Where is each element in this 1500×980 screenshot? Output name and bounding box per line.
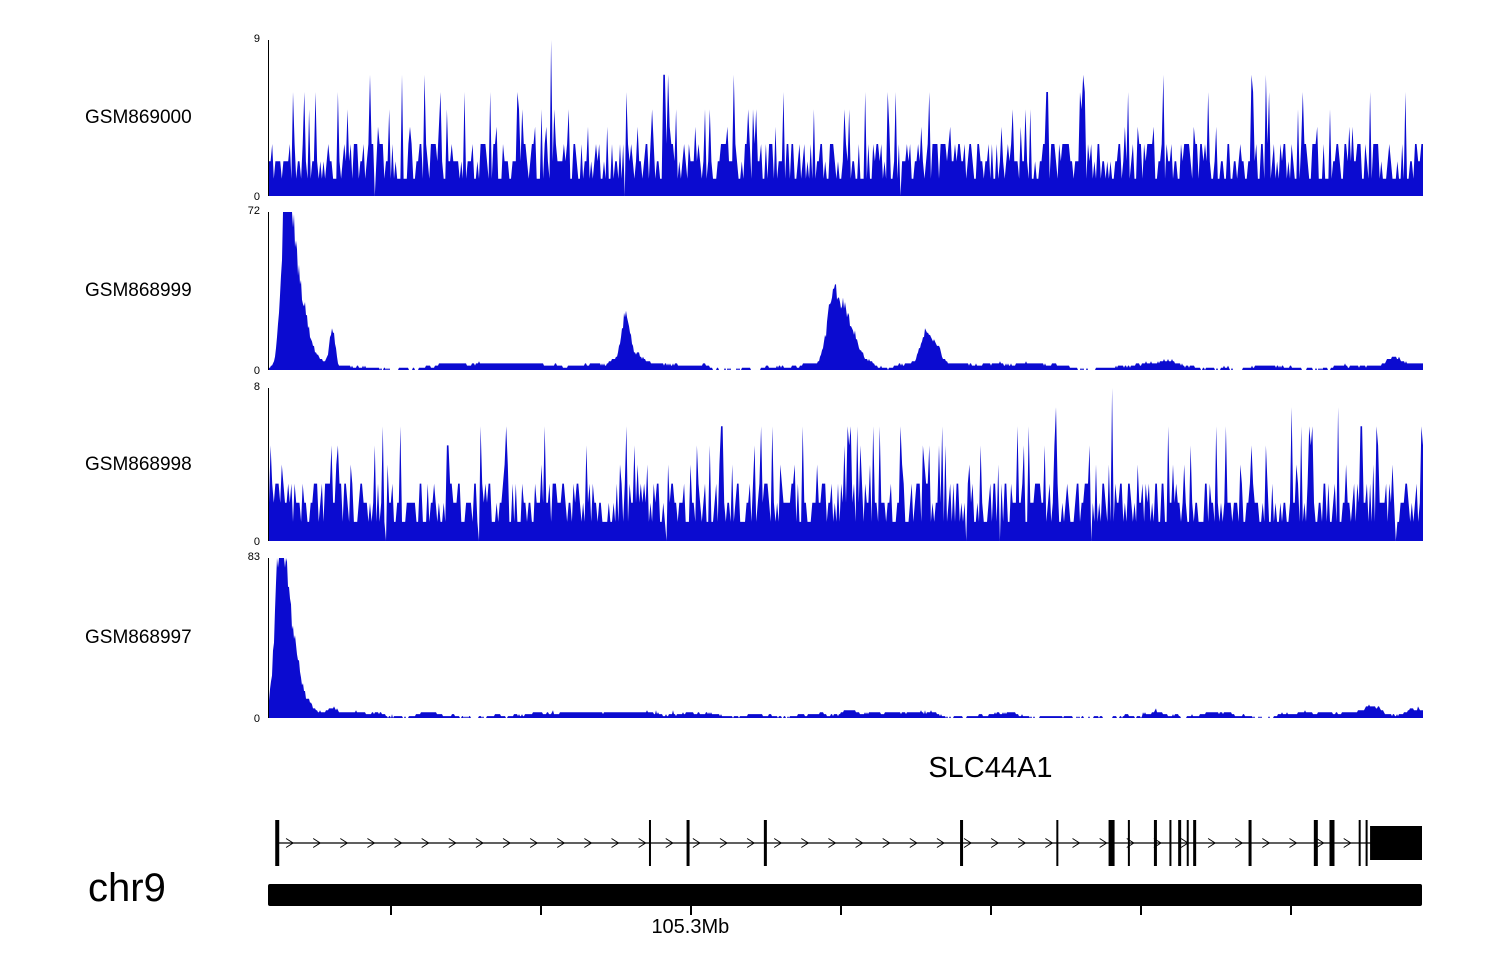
track-label: GSM869000 [85, 107, 192, 128]
signal-plot [268, 388, 1423, 541]
track-label: GSM868999 [85, 280, 192, 301]
y-min-label: 0 [253, 365, 260, 377]
y-min-label: 0 [253, 536, 260, 548]
coordinate-tick [1140, 906, 1143, 915]
coordinate-tick [990, 906, 993, 915]
coordinate-tick [1290, 906, 1293, 915]
track-label: GSM868997 [85, 627, 192, 648]
y-max-label: 8 [253, 381, 260, 393]
gene-name-label: SLC44A1 [928, 752, 1053, 784]
chromosome-ideogram-bar [268, 884, 1422, 906]
y-max-label: 9 [253, 33, 260, 45]
signal-plot [268, 558, 1423, 718]
gene-model-track [268, 805, 1422, 881]
y-max-label: 83 [247, 551, 260, 563]
coordinate-label: 105.3Mb [651, 916, 730, 938]
track-gsm869000: GSM869000 9 0 [0, 33, 1500, 203]
track-gsm868998: GSM868998 8 0 [0, 381, 1500, 548]
track-gsm868999: GSM868999 72 0 [0, 205, 1500, 377]
coverage-signal-svg [269, 558, 1423, 718]
gene-model-svg [275, 820, 1422, 866]
y-min-label: 0 [253, 713, 260, 725]
coordinate-tick [690, 906, 693, 915]
coordinate-tick [840, 906, 843, 915]
signal-plot [268, 212, 1423, 370]
signal-plot [268, 40, 1423, 196]
y-max-label: 72 [247, 205, 260, 217]
coverage-signal-svg [269, 388, 1423, 541]
coverage-signal-svg [269, 40, 1423, 196]
coverage-signal-svg [269, 212, 1423, 370]
coordinate-tick [540, 906, 543, 915]
y-min-label: 0 [253, 191, 260, 203]
coordinate-tick [390, 906, 393, 915]
chromosome-name: chr9 [88, 866, 166, 910]
track-gsm868997: GSM868997 83 0 [0, 551, 1500, 725]
track-label: GSM868998 [85, 453, 192, 475]
